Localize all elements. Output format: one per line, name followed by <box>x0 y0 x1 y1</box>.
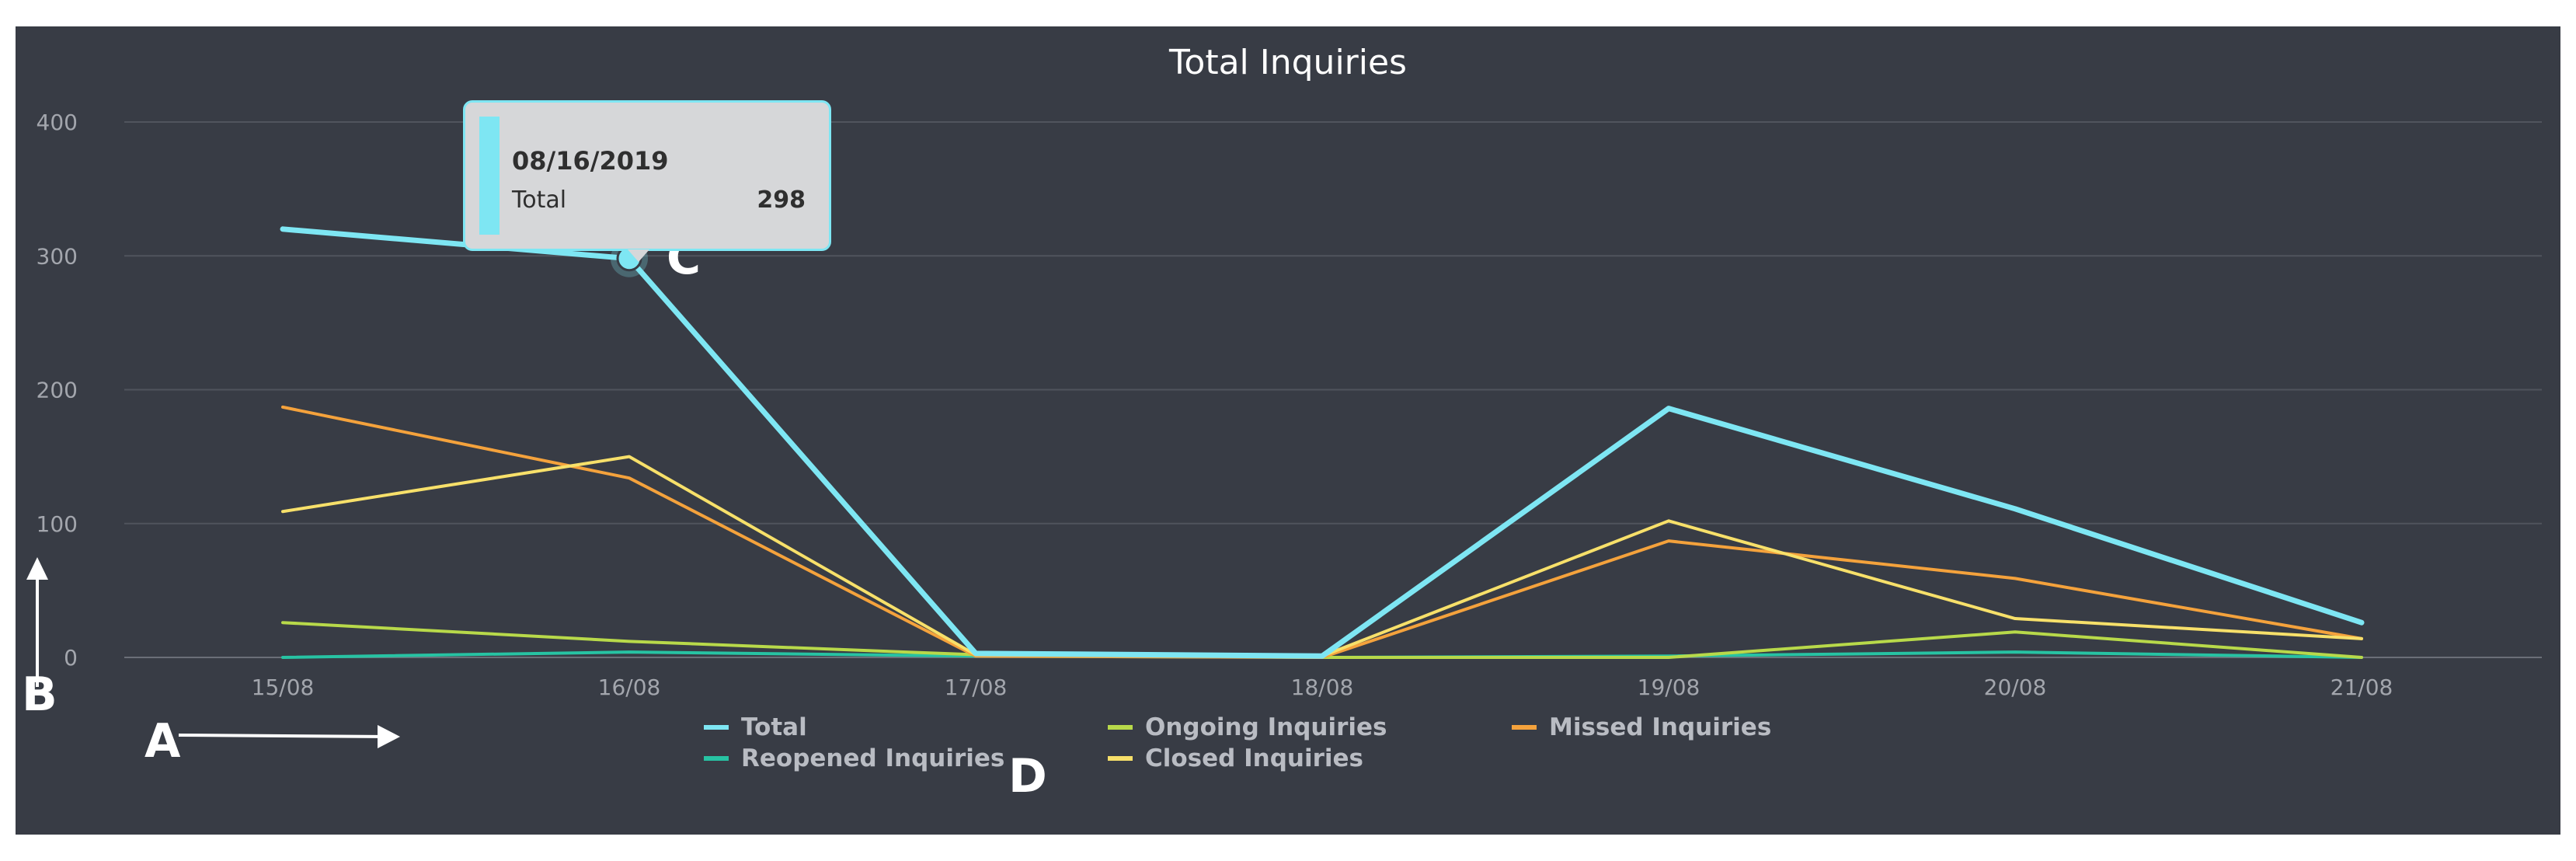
legend-item-total[interactable]: Total <box>704 713 807 741</box>
annotation-arrow-b <box>26 557 48 687</box>
x-tick-label: 20/08 <box>1984 675 2047 700</box>
y-tick-label: 400 <box>37 110 78 135</box>
x-tick-label: 15/08 <box>252 675 315 700</box>
chart-panel: 0 100 200 300 400 15/08 16/08 17/08 18/08 19/08 2… <box>16 26 2560 835</box>
x-tick-label: 19/08 <box>1638 675 1701 700</box>
legend-item-closed-inquiries[interactable]: Closed Inquiries <box>1108 744 1363 772</box>
legend-label: Reopened Inquiries <box>741 744 1004 772</box>
y-tick-label: 300 <box>37 243 78 269</box>
tooltip-value: 298 <box>757 186 806 214</box>
legend-item-ongoing-inquiries[interactable]: Ongoing Inquiries <box>1108 713 1387 741</box>
series-line-closed-inquiries[interactable] <box>281 455 2363 658</box>
legend-label: Ongoing Inquiries <box>1145 713 1387 741</box>
x-tick-label: 21/08 <box>2331 675 2393 700</box>
legend-label: Closed Inquiries <box>1145 744 1363 772</box>
x-tick-label: 16/08 <box>598 675 661 700</box>
line-chart: 0 100 200 300 400 15/08 16/08 17/08 18/08 19/08 2… <box>22 43 2542 803</box>
legend-item-reopened-inquiries[interactable]: Reopened Inquiries <box>704 744 1004 772</box>
y-tick-label: 100 <box>37 511 78 537</box>
x-tick-label: 17/08 <box>945 675 1008 700</box>
annotation-arrow-a <box>178 725 400 748</box>
y-tick-label: 200 <box>37 378 78 403</box>
chart-title: Total Inquiries <box>1168 43 1407 82</box>
legend-item-missed-inquiries[interactable]: Missed Inquiries <box>1512 713 1771 741</box>
tooltip-color-swatch <box>479 117 500 235</box>
chart-tooltip: 08/16/2019 Total 298 <box>463 100 831 251</box>
tooltip-pointer <box>628 249 649 262</box>
annotation-label-d: D <box>1008 749 1047 803</box>
tooltip-series-name: Total <box>512 186 567 214</box>
annotation-label-a: A <box>144 714 181 769</box>
annotation-label-b: B <box>22 668 57 722</box>
y-tick-label: 0 <box>64 645 78 671</box>
x-tick-label: 18/08 <box>1291 675 1354 700</box>
legend-label: Total <box>741 713 807 741</box>
tooltip-date: 08/16/2019 <box>512 146 669 176</box>
series-line-total[interactable] <box>280 226 2365 659</box>
legend-label: Missed Inquiries <box>1549 713 1771 741</box>
